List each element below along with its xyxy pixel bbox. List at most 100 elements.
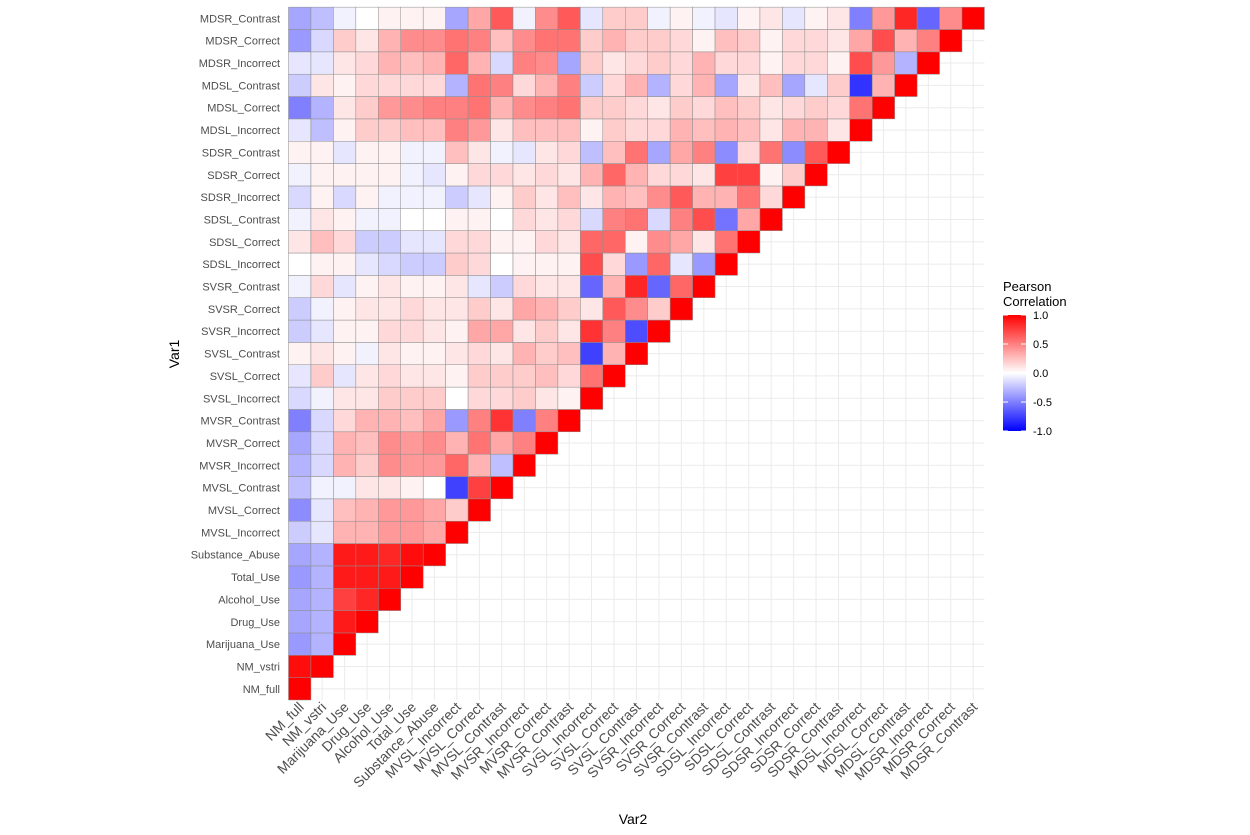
heatmap-tile — [445, 118, 469, 142]
heatmap-tile — [467, 498, 491, 522]
heatmap-tile — [288, 96, 312, 120]
heatmap-tile — [310, 498, 334, 522]
heatmap-tile — [692, 163, 716, 187]
heatmap-tile — [535, 141, 559, 164]
heatmap-tile — [849, 73, 873, 97]
heatmap-tile — [445, 29, 469, 53]
heatmap-tile — [557, 51, 581, 75]
heatmap-tile — [288, 409, 312, 433]
heatmap-tile — [625, 96, 648, 120]
heatmap-tile — [669, 73, 693, 97]
heatmap-tile — [737, 6, 761, 30]
y-tick-label: SVSR_Contrast — [202, 282, 280, 294]
heatmap-tile — [759, 208, 783, 231]
heatmap-tile — [378, 141, 401, 164]
heatmap-tile — [355, 610, 379, 634]
heatmap-tile — [512, 252, 536, 276]
heatmap-tile — [355, 275, 379, 298]
heatmap-tile — [490, 252, 514, 276]
heatmap-tile — [535, 185, 559, 209]
heatmap-tile — [490, 73, 514, 97]
heatmap-tile — [535, 342, 559, 365]
heatmap-tile — [445, 6, 469, 30]
heatmap-tile — [647, 297, 671, 321]
heatmap-tile — [625, 141, 648, 164]
heatmap-tile — [310, 51, 334, 75]
heatmap-tile — [288, 342, 312, 365]
heatmap-tile — [355, 96, 379, 120]
heatmap-tile — [400, 118, 424, 142]
heatmap-tile — [490, 185, 514, 209]
heatmap-tile — [422, 230, 446, 254]
heatmap-tile — [512, 185, 536, 209]
heatmap-tile — [804, 73, 828, 97]
heatmap-tile — [355, 163, 379, 187]
heatmap-tile — [288, 543, 312, 567]
heatmap-tile — [445, 520, 469, 544]
y-tick-label: MDSL_Incorrect — [201, 125, 280, 137]
heatmap-tile — [580, 208, 604, 231]
heatmap-tile — [445, 275, 469, 298]
heatmap-tile — [378, 96, 401, 120]
y-tick-label: MDSR_Incorrect — [199, 58, 280, 70]
heatmap-tile — [804, 141, 828, 164]
heatmap-tile — [669, 275, 693, 298]
heatmap-tile — [333, 498, 357, 522]
y-tick-label: MVSR_Contrast — [201, 416, 280, 428]
heatmap-tile — [669, 6, 693, 30]
heatmap-tile — [400, 96, 424, 120]
heatmap-tile — [355, 51, 379, 75]
heatmap-tile — [490, 118, 514, 142]
heatmap-tile — [759, 29, 783, 53]
heatmap-tile — [422, 476, 446, 500]
heatmap-tile — [625, 73, 648, 97]
heatmap-tile — [827, 29, 850, 53]
heatmap-tile — [422, 453, 446, 477]
heatmap-tile — [512, 275, 536, 298]
heatmap-tile — [400, 252, 424, 276]
y-tick-label: MVSL_Incorrect — [201, 527, 280, 539]
heatmap-tile — [310, 297, 334, 321]
y-tick-label: MVSL_Correct — [208, 505, 280, 517]
heatmap-tile — [467, 297, 491, 321]
heatmap-tile — [490, 29, 514, 53]
heatmap-tile — [355, 29, 379, 53]
heatmap-tile — [669, 252, 693, 276]
heatmap-tile — [871, 29, 895, 53]
y-tick-label: Substance_Abuse — [191, 550, 280, 562]
heatmap-tile — [512, 29, 536, 53]
heatmap-tile — [692, 185, 716, 209]
heatmap-tile — [490, 208, 514, 231]
heatmap-tile — [580, 6, 604, 30]
heatmap-tile — [625, 230, 648, 254]
heatmap-tile — [782, 51, 806, 75]
heatmap-tile — [400, 6, 424, 30]
heatmap-tile — [692, 230, 716, 254]
heatmap-tile — [535, 208, 559, 231]
heatmap-tile — [804, 6, 828, 30]
heatmap-tile — [378, 230, 401, 254]
heatmap-tile — [288, 364, 312, 388]
heatmap-tile — [512, 453, 536, 477]
heatmap-tile — [782, 118, 806, 142]
heatmap-tile — [378, 476, 401, 500]
heatmap-tile — [490, 275, 514, 298]
heatmap-tile — [355, 252, 379, 276]
legend-tick-label: 1.0 — [1033, 310, 1048, 322]
heatmap-tile — [557, 319, 581, 343]
heatmap-tile — [333, 51, 357, 75]
heatmap-tile — [512, 118, 536, 142]
heatmap-tile — [310, 208, 334, 231]
heatmap-tile — [400, 208, 424, 231]
heatmap-tile — [378, 565, 401, 589]
heatmap-tile — [422, 141, 446, 164]
heatmap-tile — [580, 252, 604, 276]
heatmap-tile — [625, 275, 648, 298]
heatmap-tile — [625, 208, 648, 231]
heatmap-tile — [759, 6, 783, 30]
heatmap-tile — [288, 185, 312, 209]
heatmap-tile — [602, 364, 626, 388]
heatmap-tile — [333, 208, 357, 231]
heatmap-tile — [714, 73, 738, 97]
heatmap-tile — [557, 73, 581, 97]
